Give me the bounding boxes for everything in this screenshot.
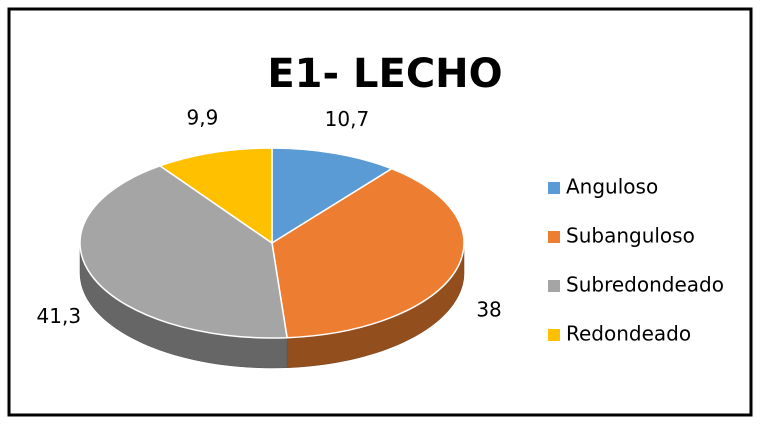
- legend-label: Subredondeado: [566, 273, 724, 297]
- chart-title: E1- LECHO: [267, 51, 502, 97]
- legend-swatch: [548, 231, 560, 243]
- legend-label: Anguloso: [566, 175, 658, 199]
- legend-label: Redondeado: [566, 322, 691, 346]
- pie-tops: [79, 147, 465, 339]
- data-label: 10,7: [325, 107, 370, 131]
- legend-swatch: [548, 280, 560, 292]
- pie-slice: [271, 147, 394, 245]
- data-label: 38: [476, 298, 501, 322]
- legend-swatch: [548, 329, 560, 341]
- legend-label: Subanguloso: [566, 224, 695, 248]
- data-label: 41,3: [37, 304, 82, 328]
- pie-slice: [79, 164, 288, 339]
- pie-slice: [158, 147, 273, 245]
- pie-slice: [271, 167, 465, 339]
- legend-swatch: [548, 182, 560, 194]
- data-label: 9,9: [187, 106, 219, 130]
